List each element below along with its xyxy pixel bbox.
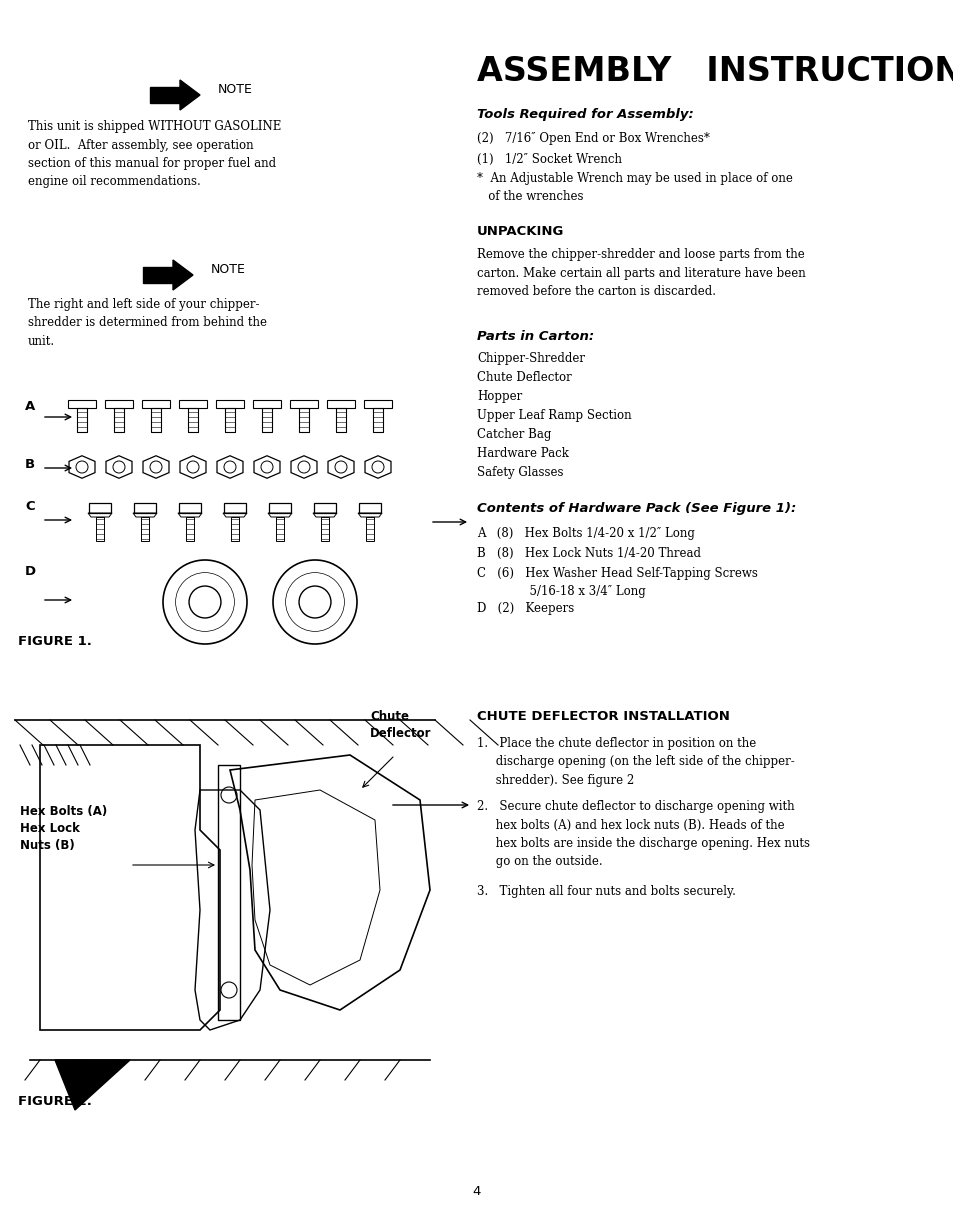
Text: B: B [25, 458, 35, 471]
Text: Contents of Hardware Pack (See Figure 1):: Contents of Hardware Pack (See Figure 1)… [476, 502, 796, 515]
Text: FIGURE 2.: FIGURE 2. [18, 1095, 91, 1108]
Text: Chipper-Shredder
Chute Deflector
Hopper
Upper Leaf Ramp Section
Catcher Bag
Hard: Chipper-Shredder Chute Deflector Hopper … [476, 352, 631, 479]
Text: Remove the chipper-shredder and loose parts from the
carton. Make certain all pa: Remove the chipper-shredder and loose pa… [476, 248, 805, 298]
Text: Hex Bolts (A)
Hex Lock
Nuts (B): Hex Bolts (A) Hex Lock Nuts (B) [20, 806, 107, 852]
Text: Tools Required for Assembly:: Tools Required for Assembly: [476, 108, 693, 122]
Text: B   (8)   Hex Lock Nuts 1/4-20 Thread: B (8) Hex Lock Nuts 1/4-20 Thread [476, 547, 700, 560]
Text: C: C [25, 501, 34, 513]
Text: NOTE: NOTE [211, 262, 246, 276]
Text: ASSEMBLY   INSTRUCTIONS: ASSEMBLY INSTRUCTIONS [476, 55, 953, 87]
Text: Parts in Carton:: Parts in Carton: [476, 330, 594, 343]
Text: D: D [25, 565, 36, 578]
Text: A: A [25, 400, 35, 413]
Text: 2.   Secure chute deflector to discharge opening with
     hex bolts (A) and hex: 2. Secure chute deflector to discharge o… [476, 799, 809, 869]
Text: The right and left side of your chipper-
shredder is determined from behind the
: The right and left side of your chipper-… [28, 298, 267, 347]
Text: 1.   Place the chute deflector in position on the
     discharge opening (on the: 1. Place the chute deflector in position… [476, 738, 794, 787]
Text: NOTE: NOTE [218, 83, 253, 96]
Text: (1)   1/2″ Socket Wrench: (1) 1/2″ Socket Wrench [476, 153, 621, 166]
Text: A   (8)   Hex Bolts 1/4-20 x 1/2″ Long: A (8) Hex Bolts 1/4-20 x 1/2″ Long [476, 527, 694, 539]
Text: UNPACKING: UNPACKING [476, 225, 564, 238]
Polygon shape [172, 260, 193, 290]
Text: Chute
Deflector: Chute Deflector [370, 710, 431, 740]
Text: FIGURE 1.: FIGURE 1. [18, 635, 91, 648]
Text: D   (2)   Keepers: D (2) Keepers [476, 601, 574, 615]
Polygon shape [55, 1059, 130, 1111]
Polygon shape [143, 267, 172, 283]
Text: 5/16-18 x 3/4″ Long: 5/16-18 x 3/4″ Long [476, 584, 645, 598]
Text: 4: 4 [473, 1185, 480, 1198]
Text: CHUTE DEFLECTOR INSTALLATION: CHUTE DEFLECTOR INSTALLATION [476, 710, 729, 723]
Text: 3.   Tighten all four nuts and bolts securely.: 3. Tighten all four nuts and bolts secur… [476, 885, 735, 898]
Text: *  An Adjustable Wrench may be used in place of one
   of the wrenches: * An Adjustable Wrench may be used in pl… [476, 173, 792, 203]
Text: This unit is shipped WITHOUT GASOLINE
or OIL.  After assembly, see operation
sec: This unit is shipped WITHOUT GASOLINE or… [28, 120, 281, 188]
Polygon shape [180, 80, 200, 111]
Text: (2)   7/16″ Open End or Box Wrenches*: (2) 7/16″ Open End or Box Wrenches* [476, 132, 709, 145]
Text: C   (6)   Hex Washer Head Self-Tapping Screws: C (6) Hex Washer Head Self-Tapping Screw… [476, 567, 757, 580]
Polygon shape [150, 87, 180, 103]
